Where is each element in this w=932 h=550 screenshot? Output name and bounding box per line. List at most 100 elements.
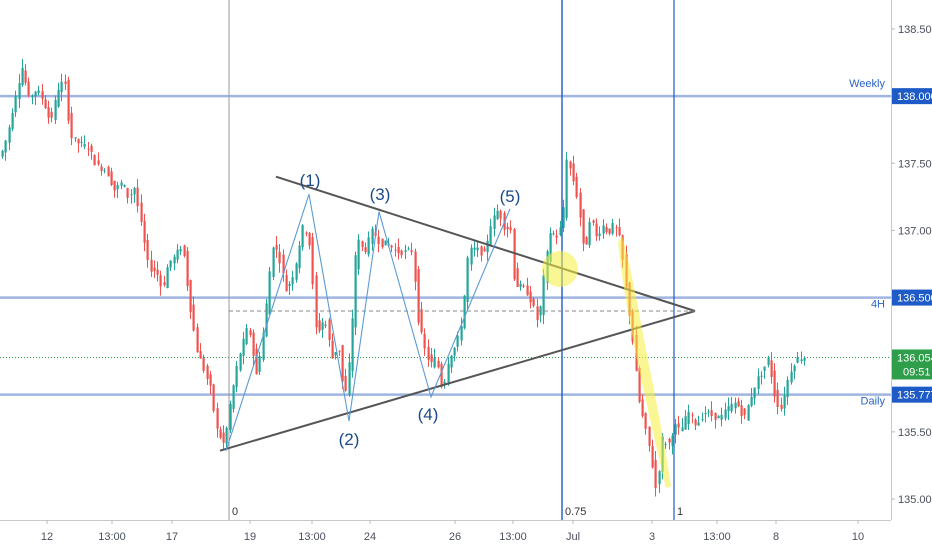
- candle[interactable]: [430, 354, 433, 362]
- candle[interactable]: [90, 145, 93, 152]
- candle[interactable]: [133, 188, 136, 195]
- candle[interactable]: [743, 408, 746, 415]
- candle[interactable]: [24, 70, 27, 83]
- candle[interactable]: [268, 271, 271, 315]
- candle[interactable]: [34, 91, 37, 97]
- candle[interactable]: [341, 345, 344, 382]
- candle[interactable]: [423, 333, 426, 349]
- candle[interactable]: [437, 360, 440, 368]
- candle[interactable]: [57, 89, 60, 107]
- candle[interactable]: [93, 155, 96, 166]
- candle[interactable]: [427, 346, 430, 360]
- candle[interactable]: [734, 402, 737, 409]
- candle[interactable]: [447, 363, 450, 385]
- candle[interactable]: [344, 376, 347, 391]
- candle[interactable]: [684, 416, 687, 430]
- candle[interactable]: [390, 245, 393, 248]
- candle[interactable]: [707, 411, 710, 413]
- candle[interactable]: [225, 427, 228, 444]
- candle[interactable]: [671, 435, 674, 447]
- candle[interactable]: [400, 250, 403, 256]
- candle[interactable]: [569, 161, 572, 169]
- candle[interactable]: [291, 277, 294, 285]
- candle[interactable]: [153, 267, 156, 271]
- candle[interactable]: [585, 237, 588, 245]
- candle[interactable]: [463, 295, 466, 329]
- candle[interactable]: [710, 410, 713, 416]
- candle[interactable]: [704, 413, 707, 415]
- candle[interactable]: [516, 268, 519, 287]
- candle[interactable]: [140, 202, 143, 222]
- candle[interactable]: [602, 225, 605, 234]
- candle[interactable]: [506, 226, 509, 230]
- candle[interactable]: [513, 229, 516, 280]
- candle[interactable]: [100, 166, 103, 171]
- candle[interactable]: [651, 446, 654, 468]
- candle[interactable]: [697, 422, 700, 426]
- candle[interactable]: [611, 223, 614, 234]
- candle[interactable]: [407, 248, 410, 250]
- candle[interactable]: [453, 347, 456, 356]
- candle[interactable]: [776, 389, 779, 408]
- candle[interactable]: [107, 167, 110, 177]
- candle[interactable]: [750, 396, 753, 406]
- candle[interactable]: [575, 176, 578, 198]
- candle[interactable]: [605, 227, 608, 232]
- candle[interactable]: [588, 221, 591, 246]
- candle[interactable]: [60, 81, 63, 93]
- candle[interactable]: [687, 411, 690, 425]
- candle[interactable]: [351, 318, 354, 372]
- candle[interactable]: [460, 325, 463, 341]
- candle[interactable]: [526, 285, 529, 296]
- candle[interactable]: [97, 160, 100, 165]
- candle[interactable]: [298, 245, 301, 269]
- candle[interactable]: [760, 375, 763, 377]
- candle[interactable]: [582, 209, 585, 244]
- candle[interactable]: [239, 353, 242, 371]
- candle[interactable]: [331, 340, 334, 359]
- candle[interactable]: [41, 91, 44, 99]
- candle[interactable]: [222, 432, 225, 443]
- candle[interactable]: [522, 285, 525, 287]
- candle[interactable]: [67, 79, 70, 121]
- candle[interactable]: [579, 192, 582, 218]
- candle[interactable]: [301, 225, 304, 248]
- candle[interactable]: [11, 113, 14, 129]
- candle[interactable]: [694, 419, 697, 426]
- candle[interactable]: [272, 247, 275, 278]
- candle[interactable]: [618, 227, 621, 236]
- candle[interactable]: [252, 332, 255, 356]
- candle[interactable]: [493, 215, 496, 229]
- candle[interactable]: [433, 357, 436, 368]
- candle[interactable]: [116, 185, 119, 190]
- candle[interactable]: [456, 335, 459, 347]
- candle[interactable]: [394, 249, 397, 251]
- candle[interactable]: [27, 81, 30, 96]
- candle[interactable]: [562, 207, 565, 228]
- candle[interactable]: [559, 227, 562, 236]
- candle[interactable]: [232, 385, 235, 409]
- candle[interactable]: [381, 238, 384, 248]
- candle[interactable]: [169, 260, 172, 268]
- candle[interactable]: [186, 250, 189, 287]
- candle[interactable]: [377, 236, 380, 245]
- elliott-wave-path[interactable]: [225, 194, 511, 451]
- candle[interactable]: [509, 227, 512, 231]
- candle[interactable]: [773, 370, 776, 397]
- candle[interactable]: [173, 256, 176, 264]
- candle[interactable]: [189, 280, 192, 313]
- candle[interactable]: [77, 139, 80, 144]
- candle[interactable]: [126, 188, 129, 198]
- candle[interactable]: [83, 143, 86, 147]
- candle[interactable]: [18, 83, 21, 100]
- candle[interactable]: [196, 327, 199, 353]
- candle[interactable]: [730, 403, 733, 412]
- candle[interactable]: [658, 471, 661, 485]
- candle[interactable]: [529, 291, 532, 303]
- candle[interactable]: [519, 283, 522, 287]
- candle[interactable]: [14, 95, 17, 113]
- candle[interactable]: [64, 81, 67, 85]
- candle[interactable]: [572, 163, 575, 182]
- candle[interactable]: [483, 248, 486, 252]
- candle[interactable]: [793, 365, 796, 372]
